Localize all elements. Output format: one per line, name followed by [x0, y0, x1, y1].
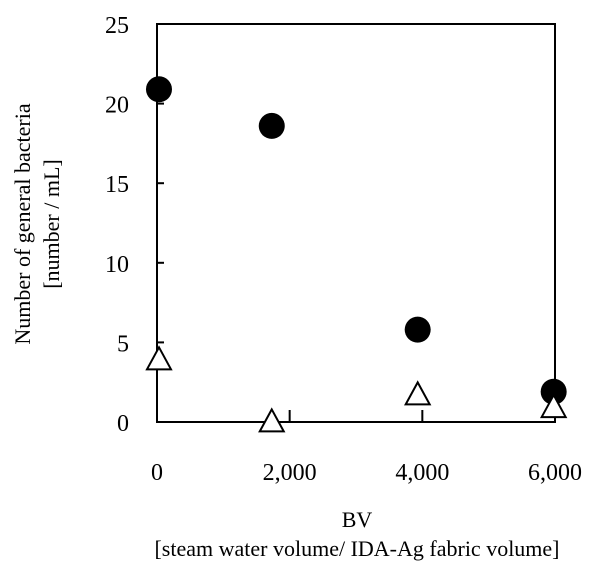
- open-triangle-point: [404, 380, 432, 406]
- y-tick-label: 10: [105, 252, 129, 278]
- filled-circle-point: [540, 378, 567, 405]
- y-tick-label: 25: [105, 13, 129, 39]
- y-tick-label: 5: [117, 331, 129, 357]
- y-axis-title: Number of general bacteria: [10, 103, 35, 344]
- filled-circle-point: [404, 316, 431, 343]
- x-tick-label: 0: [151, 460, 163, 486]
- data-markers: [145, 76, 568, 433]
- open-triangle-point: [145, 345, 173, 371]
- y-tick-label: 20: [105, 93, 129, 119]
- open-triangle-point: [539, 392, 568, 419]
- x-axis-subtitle: [steam water volume/ IDA-Ag fabric volum…: [154, 536, 559, 561]
- filled-circle-point: [145, 76, 172, 103]
- y-axis-ticks: 0 5 10 15 20 25: [105, 13, 164, 437]
- x-tick-label: 2,000: [263, 460, 317, 486]
- x-axis-title: BV: [342, 507, 373, 532]
- filled-circle-point: [258, 112, 285, 139]
- x-tick-label: 4,000: [395, 460, 449, 486]
- open-triangle-point: [258, 407, 286, 433]
- y-axis-subtitle: [number / mL]: [39, 159, 64, 289]
- y-tick-label: 15: [105, 172, 129, 198]
- y-tick-label: 0: [117, 411, 129, 437]
- plot-frame: [156, 23, 556, 423]
- x-tick-label: 6,000: [528, 460, 582, 486]
